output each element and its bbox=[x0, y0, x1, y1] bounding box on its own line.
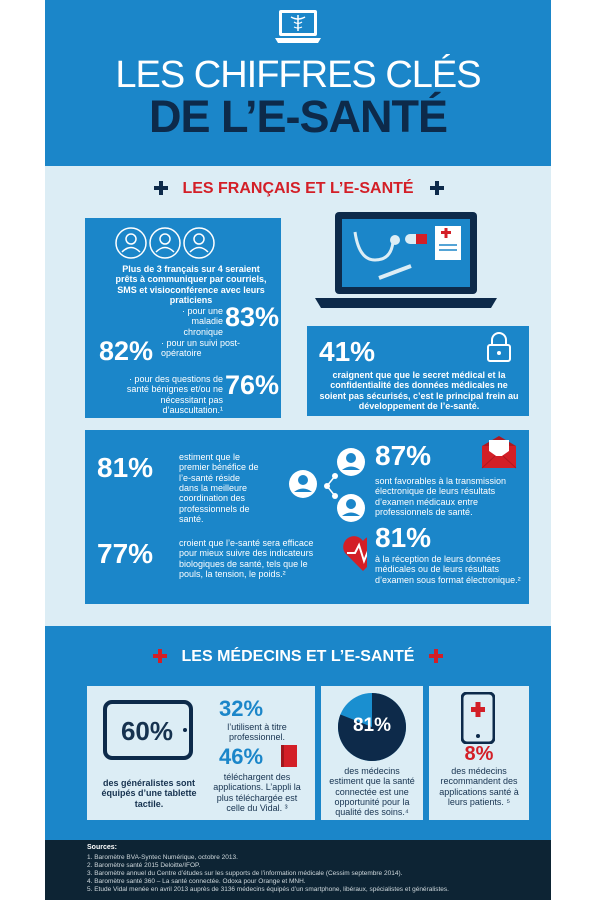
network-doctors-icon bbox=[289, 448, 365, 522]
book-icon bbox=[281, 745, 297, 767]
cross-icon bbox=[153, 649, 167, 663]
stat-text: à la réception de leurs données médicale… bbox=[375, 554, 521, 585]
source-item: 2. Baromètre santé 2015 Deloitte/IFOP. bbox=[87, 862, 201, 869]
header: LES CHIFFRES CLÉS DE L’E-SANTÉ bbox=[45, 0, 551, 166]
title-line1: LES CHIFFRES CLÉS bbox=[115, 54, 481, 96]
stat-text: des médecins recommandent des applicatio… bbox=[439, 766, 519, 808]
stat-text: estiment que le premier bénéfice de l’e-… bbox=[179, 452, 259, 525]
stat-label: · pour un suivi post-opératoire bbox=[161, 338, 241, 359]
stat-value: 76% bbox=[225, 370, 280, 400]
cross-icon bbox=[154, 181, 168, 195]
stat-value: 8% bbox=[464, 743, 494, 765]
lock-icon bbox=[487, 332, 511, 362]
title-line2: DE L’E-SANTÉ bbox=[148, 91, 448, 142]
stat-text: croient que l’e-santé sera efficace pour… bbox=[179, 538, 314, 580]
section2-title: LES MÉDECINS ET L’E-SANTÉ bbox=[181, 648, 415, 665]
stat-value: 46% bbox=[219, 744, 264, 769]
tablet-text: des généralistes sont équipés d’une tabl… bbox=[101, 778, 197, 809]
stat-text: l’utilisent à titre professionnel. bbox=[227, 722, 287, 743]
opportunity-box: 81% des médecins estiment que la santé c… bbox=[321, 686, 423, 820]
stat-text: sont favorables à la transmission électr… bbox=[375, 476, 507, 518]
source-item: 4. Baromètre santé 360 – La santé connec… bbox=[87, 878, 306, 885]
stat-value: 81% bbox=[375, 522, 432, 553]
stat-value: 77% bbox=[97, 538, 154, 569]
stat-text: téléchargent des applications. L’appli l… bbox=[213, 772, 301, 814]
stat-value: 81% bbox=[97, 452, 154, 483]
stat-value: 41% bbox=[319, 336, 376, 367]
people-icon bbox=[115, 227, 215, 259]
french-communication-box: Plus de 3 français sur 4 seraient prêts … bbox=[85, 218, 281, 418]
stat-value: 87% bbox=[375, 440, 432, 471]
cross-icon bbox=[429, 649, 443, 663]
infographic: LES CHIFFRES CLÉS DE L’E-SANTÉ LES FRANÇ… bbox=[45, 0, 551, 900]
mail-icon bbox=[481, 436, 517, 469]
intro-text: Plus de 3 français sur 4 seraient prêts … bbox=[115, 264, 267, 306]
tablet-icon bbox=[103, 700, 193, 760]
stat-text: des médecins estiment que la santé conne… bbox=[329, 766, 415, 818]
stat-label: · pour des questions de santé bénignes e… bbox=[126, 374, 223, 416]
stat-value: 83% bbox=[225, 302, 280, 332]
smartphone-icon bbox=[461, 692, 495, 744]
coordination-box: 81% estiment que le premier bénéfice de … bbox=[85, 430, 393, 604]
security-text: craignent que que le secret médical et l… bbox=[319, 370, 519, 412]
source-item: 3. Baromètre annuel du Centre d’études s… bbox=[87, 870, 403, 877]
donut-slice bbox=[338, 693, 407, 761]
donut-value: 81% bbox=[352, 715, 392, 736]
cross-icon bbox=[430, 181, 444, 195]
source-item: 5. Etude Vidal menée en avril 2013 auprè… bbox=[87, 886, 449, 893]
source-item: 1. Baromètre BVA-Syntec Numérique, octob… bbox=[87, 854, 238, 861]
sources-list: 1. Baromètre BVA-Syntec Numérique, octob… bbox=[87, 854, 547, 894]
security-concern-box: 41% craignent que que le secret médical … bbox=[307, 326, 529, 416]
app-recommend-box: 8% des médecins recommandent des applica… bbox=[429, 686, 529, 820]
stat-label: · pour une maladie chronique bbox=[181, 306, 223, 337]
stat-value: 82% bbox=[99, 336, 154, 366]
stat-value: 32% bbox=[219, 696, 264, 721]
laptop-caduceus-icon bbox=[275, 10, 321, 43]
laptop-medical-icon bbox=[315, 212, 497, 308]
sources-title: Sources: bbox=[87, 844, 117, 851]
tablet-box: 60% des généralistes sont équipés d’une … bbox=[87, 686, 315, 820]
section1-title: LES FRANÇAIS ET L’E-SANTÉ bbox=[182, 180, 414, 197]
tablet-value: 60% bbox=[120, 716, 174, 746]
donut-chart bbox=[338, 693, 407, 761]
electronic-results-box: 87% sont favorables à la transmission él… bbox=[367, 430, 529, 604]
sources-footer: Sources: 1. Baromètre BVA-Syntec Numériq… bbox=[45, 840, 551, 900]
